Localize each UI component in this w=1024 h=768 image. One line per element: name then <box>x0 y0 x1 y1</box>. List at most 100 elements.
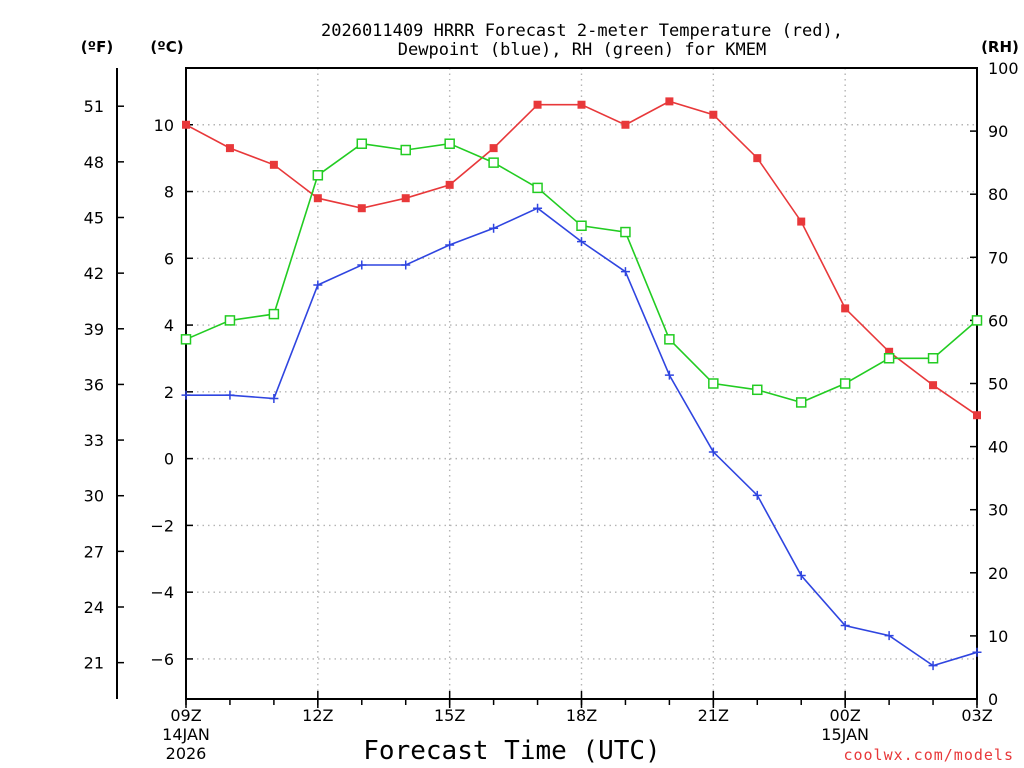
celsius-tick-label: 4 <box>164 316 174 335</box>
rh-point <box>795 397 807 408</box>
celsius-tick-label: 0 <box>164 450 174 469</box>
temperature-point <box>709 110 718 119</box>
temperature-point <box>489 144 498 153</box>
rh-tick-label: 60 <box>988 311 1008 330</box>
celsius-tick-label: −2 <box>150 516 174 535</box>
x-tick-label: 09Z <box>170 706 201 725</box>
x-tick-year-label: 2026 <box>166 744 207 763</box>
dewpoint-point <box>884 631 894 641</box>
rh-tick-label: 50 <box>988 375 1008 394</box>
rh-point <box>312 170 324 181</box>
dewpoint-point <box>840 621 850 631</box>
temperature-point <box>753 154 762 163</box>
temperature-point <box>929 381 938 390</box>
rh-point <box>444 138 455 149</box>
dewpoint-point <box>752 490 762 500</box>
x-tick-date-label: 14JAN <box>162 725 210 744</box>
rh-point <box>532 182 543 194</box>
dewpoint-point <box>489 223 499 233</box>
dewpoint-point <box>664 370 674 380</box>
temperature-point <box>621 120 630 129</box>
x-tick-label: 15Z <box>434 706 465 725</box>
rh-point <box>971 315 983 326</box>
credit-label: coolwx.com/models <box>843 746 1014 764</box>
rh-point <box>664 334 675 345</box>
dewpoint-point <box>972 647 982 657</box>
rh-point <box>576 220 587 231</box>
x-tick-date-label: 15JAN <box>821 725 869 744</box>
rh-tick-label: 10 <box>988 627 1008 646</box>
dewpoint-point <box>620 267 630 277</box>
chart-subtitle: Dewpoint (blue), RH (green) for KMEM <box>398 40 766 60</box>
celsius-tick-label: 6 <box>164 249 174 268</box>
rh-tick-label: 90 <box>988 122 1008 141</box>
rh-point <box>839 378 851 389</box>
rh-point <box>752 384 763 396</box>
dewpoint-point <box>225 390 235 400</box>
rh-tick-label: 80 <box>988 185 1008 204</box>
dewpoint-point <box>181 390 191 400</box>
celsius-tick-label: −6 <box>150 650 174 669</box>
fahrenheit-tick-label: 21 <box>84 654 104 673</box>
fahrenheit-tick-label: 30 <box>84 487 104 506</box>
fahrenheit-unit-label: (ºF) <box>81 38 113 56</box>
rh-point <box>708 378 719 389</box>
rh-point <box>620 226 631 238</box>
rh-point <box>400 144 411 156</box>
rh-tick-label: 0 <box>988 690 998 709</box>
dewpoint-point <box>533 203 543 213</box>
temperature-point <box>269 160 278 169</box>
rh-tick-label: 40 <box>988 438 1008 457</box>
axis-layer: −6−4−20246810212427303336394245485101020… <box>84 59 1019 763</box>
rh-tick-label: 30 <box>988 501 1008 520</box>
rh-point <box>883 353 895 364</box>
x-tick-label: 21Z <box>698 706 729 725</box>
celsius-tick-label: −4 <box>150 583 174 602</box>
x-tick-label: 00Z <box>830 706 861 725</box>
dewpoint-point <box>269 394 279 404</box>
dewpoint-point <box>577 237 586 247</box>
temperature-point <box>841 304 850 313</box>
dewpoint-point <box>445 240 455 250</box>
rh-point <box>488 157 499 168</box>
celsius-tick-label: 10 <box>154 116 174 135</box>
dewpoint-point <box>796 570 806 580</box>
celsius-tick-label: 2 <box>164 383 174 402</box>
dewpoint-point <box>313 280 323 290</box>
temperature-point <box>797 217 806 226</box>
dewpoint-point <box>708 447 718 457</box>
temperature-point <box>357 204 366 213</box>
rh-point <box>224 315 236 326</box>
rh-point <box>356 138 368 149</box>
series-layer <box>180 97 983 671</box>
temperature-point <box>182 120 190 129</box>
dewpoint-point <box>357 260 367 270</box>
temperature-point <box>665 97 674 106</box>
temperature-point <box>313 194 322 203</box>
celsius-tick-label: 8 <box>164 183 174 202</box>
fahrenheit-tick-label: 27 <box>84 542 104 561</box>
temperature-point <box>225 144 234 153</box>
fahrenheit-tick-label: 48 <box>84 153 104 172</box>
fahrenheit-tick-label: 36 <box>84 375 104 394</box>
fahrenheit-tick-label: 51 <box>84 97 104 116</box>
rh-unit-label: (RH) <box>981 38 1019 56</box>
x-tick-label: 03Z <box>961 706 992 725</box>
rh-tick-label: 20 <box>988 564 1008 583</box>
rh-point <box>180 334 192 345</box>
fahrenheit-tick-label: 39 <box>84 320 104 339</box>
rh-tick-label: 100 <box>988 59 1019 78</box>
temperature-point <box>973 411 981 420</box>
x-axis-label: Forecast Time (UTC) <box>363 736 660 766</box>
temperature-point <box>577 100 586 109</box>
rh-tick-label: 70 <box>988 248 1008 267</box>
temperature-point <box>885 347 894 356</box>
chart-title: 2026011409 HRRR Forecast 2-meter Tempera… <box>321 21 843 41</box>
rh-point <box>927 353 939 364</box>
temperature-point <box>445 180 454 189</box>
fahrenheit-tick-label: 33 <box>84 431 104 450</box>
x-tick-label: 18Z <box>566 706 597 725</box>
dewpoint-point <box>928 661 938 671</box>
fahrenheit-tick-label: 45 <box>84 208 104 227</box>
rh-point <box>268 308 280 320</box>
